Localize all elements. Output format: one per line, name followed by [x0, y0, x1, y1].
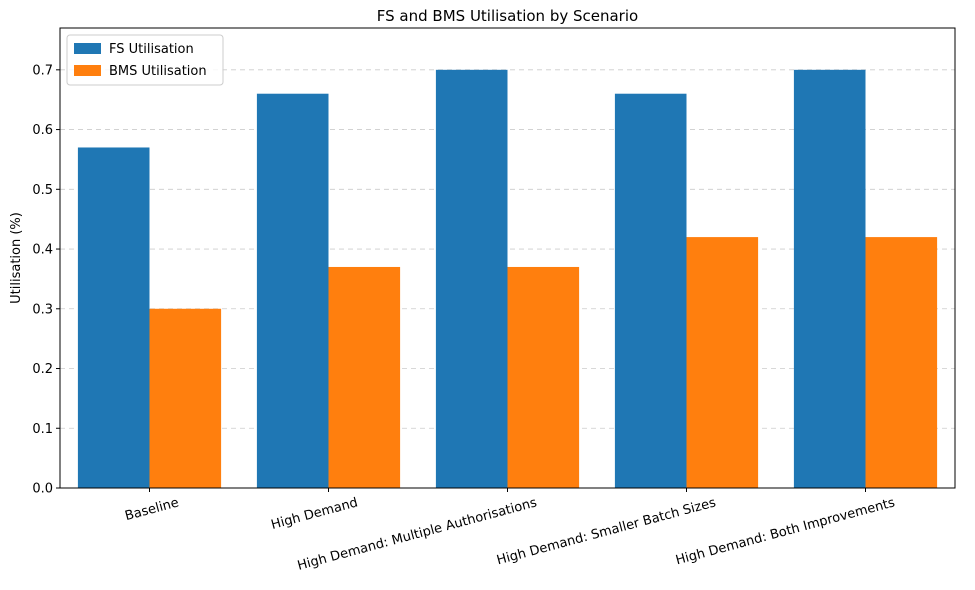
- fs-utilisation-bar: [793, 69, 866, 489]
- y-tick-label: 0.4: [32, 243, 53, 258]
- legend-swatch: [74, 65, 101, 76]
- y-axis-label: Utilisation (%): [9, 212, 24, 304]
- x-tick-label: Baseline: [123, 495, 180, 524]
- y-tick-label: 0.2: [32, 362, 53, 377]
- legend-label: BMS Utilisation: [109, 64, 207, 79]
- bars: [77, 69, 938, 489]
- legend: FS Utilisation BMS Utilisation: [66, 34, 224, 86]
- chart-title: FS and BMS Utilisation by Scenario: [377, 7, 638, 25]
- legend-swatch: [74, 43, 101, 54]
- y-tick-label: 0.3: [32, 302, 53, 317]
- y-tick-label: 0.0: [32, 482, 53, 497]
- y-tick-label: 0.5: [32, 183, 53, 198]
- bms-utilisation-bar: [686, 237, 759, 488]
- bms-utilisation-bar: [865, 237, 938, 488]
- y-axis: 0.0 0.1 0.2 0.3 0.4 0.5 0.6 0.7: [32, 63, 60, 497]
- legend-box: [66, 34, 224, 86]
- bms-utilisation-bar: [149, 308, 222, 488]
- bms-utilisation-bar: [507, 266, 580, 488]
- y-tick-label: 0.6: [32, 123, 53, 138]
- fs-utilisation-bar: [435, 69, 508, 489]
- fs-utilisation-bar: [77, 147, 150, 488]
- x-tick-label: High Demand: [270, 495, 360, 533]
- legend-label: FS Utilisation: [109, 42, 194, 57]
- fs-utilisation-bar: [256, 93, 329, 488]
- fs-utilisation-bar: [614, 93, 687, 488]
- y-tick-label: 0.1: [32, 422, 53, 437]
- y-tick-label: 0.7: [32, 63, 53, 78]
- bms-utilisation-bar: [328, 266, 401, 488]
